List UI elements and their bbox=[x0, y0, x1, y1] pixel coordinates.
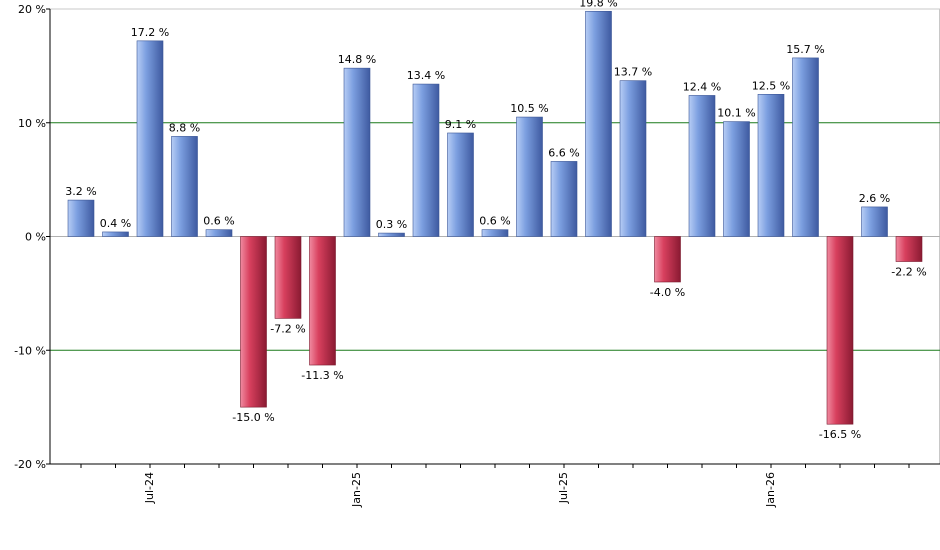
x-tick-label: Jul-25 bbox=[557, 472, 570, 504]
bar-value-label: 10.5 % bbox=[510, 102, 548, 115]
x-tick-label: Jul-24 bbox=[143, 472, 156, 504]
y-tick-label: -20 % bbox=[14, 458, 46, 471]
bar bbox=[792, 57, 819, 237]
bar-value-label: 9.1 % bbox=[445, 118, 476, 131]
x-tick-label: Jan-25 bbox=[350, 472, 363, 508]
bar-value-label: 0.3 % bbox=[376, 218, 407, 231]
bar-value-label: 3.2 % bbox=[65, 185, 96, 198]
bar bbox=[447, 132, 474, 237]
bar-value-label: 0.4 % bbox=[100, 217, 131, 230]
bar bbox=[826, 236, 854, 425]
bar-value-label: -16.5 % bbox=[819, 428, 861, 441]
bar-value-label: 0.6 % bbox=[203, 215, 234, 228]
bar bbox=[274, 236, 302, 319]
bar bbox=[343, 67, 371, 237]
bar-value-label: 17.2 % bbox=[131, 26, 169, 39]
bar bbox=[136, 40, 164, 237]
bar bbox=[516, 116, 543, 237]
bar-value-label: 15.7 % bbox=[786, 43, 824, 56]
bars bbox=[67, 10, 923, 425]
bar-value-label: 12.5 % bbox=[752, 79, 790, 92]
bar-value-label: 13.7 % bbox=[614, 66, 652, 79]
y-tick-label: -10 % bbox=[14, 344, 46, 357]
bar bbox=[723, 121, 750, 237]
bar bbox=[861, 206, 888, 237]
bar-value-label: 19.8 % bbox=[579, 0, 617, 9]
bar-value-label: 6.6 % bbox=[548, 146, 579, 159]
bar-value-label: -11.3 % bbox=[301, 369, 343, 382]
bar bbox=[757, 94, 785, 237]
bar bbox=[378, 232, 405, 237]
bar bbox=[654, 236, 681, 283]
data-labels: 3.2 % 0.4 % 17.2 % 8.8 % 0.6 % -15.0 % -7.2 % -… bbox=[65, 0, 926, 441]
x-tick-label: Jan-26 bbox=[764, 472, 777, 508]
bar-value-label: 8.8 % bbox=[169, 121, 200, 134]
bar bbox=[550, 161, 578, 237]
bar bbox=[481, 229, 509, 237]
bar-value-label: 13.4 % bbox=[407, 69, 445, 82]
bar-value-label: 2.6 % bbox=[859, 192, 890, 205]
bar bbox=[309, 236, 336, 366]
y-tick-label: 10 % bbox=[18, 117, 46, 130]
y-tick-label: 0 % bbox=[25, 231, 46, 244]
bar-value-label: 14.8 % bbox=[338, 53, 376, 66]
bar bbox=[619, 80, 647, 237]
bar bbox=[240, 236, 267, 408]
bar bbox=[688, 95, 716, 237]
bar bbox=[585, 10, 612, 237]
y-tick-label: 20 % bbox=[18, 3, 46, 16]
bar bbox=[412, 83, 440, 237]
bar bbox=[895, 236, 923, 262]
bar bbox=[67, 199, 95, 237]
bar-value-label: -2.2 % bbox=[891, 266, 926, 279]
y-axis: 20 % 10 % 0 % -10 % -20 % bbox=[14, 3, 51, 471]
bar-value-label: 0.6 % bbox=[479, 215, 510, 228]
bar bbox=[205, 229, 233, 237]
x-axis: Jul-24 Jan-25 Jul-25 Jan-26 bbox=[50, 463, 940, 508]
bar-value-label: -4.0 % bbox=[650, 286, 685, 299]
bar-value-label: -15.0 % bbox=[232, 411, 274, 424]
bar-value-label: 10.1 % bbox=[717, 107, 755, 120]
bar bbox=[102, 231, 129, 237]
bar bbox=[171, 136, 198, 237]
bar-value-label: 12.4 % bbox=[683, 80, 721, 93]
bar-value-label: -7.2 % bbox=[270, 322, 305, 335]
